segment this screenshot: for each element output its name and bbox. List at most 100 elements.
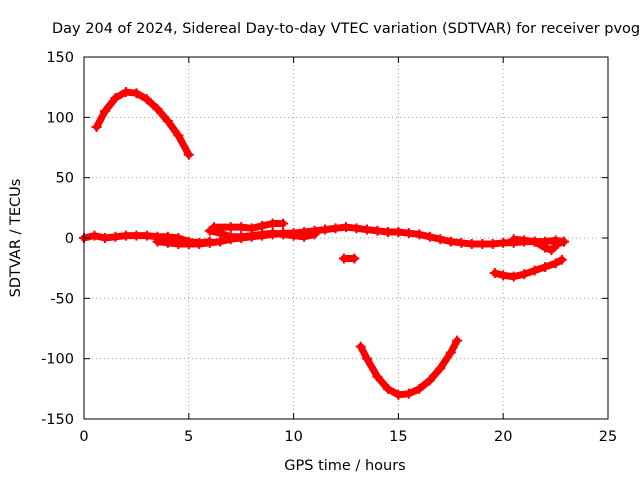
data-point	[236, 222, 247, 233]
data-point	[361, 353, 372, 364]
chart-title: Day 204 of 2024, Sidereal Day-to-day VTE…	[52, 21, 640, 37]
series-arc-5	[204, 225, 320, 242]
data-point	[330, 223, 341, 234]
data-point	[550, 258, 561, 269]
data-point	[403, 228, 414, 239]
data-point	[99, 106, 110, 117]
data-point	[225, 222, 236, 233]
data-series	[79, 86, 569, 400]
data-point	[435, 363, 446, 374]
data-point	[558, 236, 569, 247]
data-point	[278, 229, 289, 240]
data-point	[183, 239, 194, 250]
data-point	[215, 228, 226, 239]
data-point	[355, 341, 366, 352]
data-point	[546, 245, 557, 256]
x-tick-label: 5	[184, 429, 193, 445]
y-tick-label: -100	[41, 352, 74, 368]
data-point	[267, 228, 278, 239]
data-point	[120, 230, 131, 241]
axis-ticks: 0 5 10 15 20 25 -150 -100 -50 0 50 100 150	[41, 50, 617, 445]
data-point	[424, 375, 435, 386]
data-point	[382, 383, 393, 394]
data-point	[382, 226, 393, 237]
data-point	[338, 253, 349, 264]
data-point	[445, 347, 456, 358]
data-point	[131, 88, 142, 99]
data-point	[372, 371, 383, 382]
data-point	[131, 230, 142, 241]
x-tick-label: 10	[284, 429, 302, 445]
series-arc-1	[91, 86, 194, 160]
data-point	[456, 237, 467, 248]
y-tick-label: 50	[56, 171, 74, 187]
data-point	[349, 253, 360, 264]
series-line	[153, 223, 568, 248]
x-tick-label: 20	[494, 429, 512, 445]
data-point	[267, 218, 278, 229]
data-point	[204, 237, 215, 248]
data-point	[288, 230, 299, 241]
data-point	[519, 235, 530, 246]
data-point	[466, 239, 477, 250]
data-point	[152, 236, 163, 247]
series-arc-9	[508, 234, 569, 256]
data-point	[540, 261, 551, 272]
data-point	[552, 239, 563, 250]
data-point	[361, 224, 372, 235]
x-axis-label: GPS time / hours	[284, 458, 405, 474]
y-tick-label: -50	[50, 291, 74, 307]
data-point	[257, 220, 268, 231]
data-point	[498, 270, 509, 281]
data-point	[341, 222, 351, 233]
data-point	[529, 236, 540, 247]
data-point	[320, 224, 331, 235]
data-point	[183, 149, 194, 160]
data-point	[445, 236, 456, 247]
series-arc-8	[489, 254, 567, 282]
data-point	[489, 267, 500, 278]
data-point	[487, 239, 498, 250]
series-arc-4	[208, 218, 289, 234]
data-point	[435, 234, 446, 245]
data-point	[278, 218, 289, 229]
data-point	[508, 271, 519, 282]
data-point	[508, 234, 519, 245]
data-point	[120, 86, 131, 97]
data-point	[299, 231, 310, 242]
data-point	[89, 230, 100, 241]
data-point	[99, 233, 110, 243]
series-line	[93, 88, 193, 159]
data-point	[393, 389, 404, 400]
data-point	[351, 223, 362, 234]
x-tick-label: 25	[599, 429, 617, 445]
data-point	[309, 229, 320, 240]
series-arc-7	[355, 335, 463, 400]
data-point	[162, 237, 173, 248]
data-point	[540, 242, 551, 253]
data-point	[173, 130, 184, 141]
data-point	[257, 229, 268, 240]
series-arc-6	[338, 253, 360, 264]
x-tick-label: 0	[79, 429, 88, 445]
data-point	[529, 265, 540, 276]
data-point	[91, 121, 102, 132]
data-point	[141, 94, 152, 105]
data-point	[403, 388, 414, 399]
y-tick-label: -150	[41, 412, 74, 428]
data-point	[498, 237, 509, 248]
y-tick-label: 100	[46, 110, 74, 126]
data-point	[141, 230, 152, 241]
data-point	[393, 226, 404, 237]
data-point	[414, 229, 425, 240]
data-point	[424, 231, 435, 242]
y-tick-label: 150	[46, 50, 74, 66]
data-point	[173, 239, 184, 250]
data-point	[204, 225, 215, 236]
y-tick-label: 0	[65, 231, 74, 247]
data-point	[152, 103, 163, 114]
y-axis-label: SDTVAR / TECUs	[8, 179, 24, 298]
data-point	[110, 231, 121, 242]
data-point	[110, 93, 121, 104]
